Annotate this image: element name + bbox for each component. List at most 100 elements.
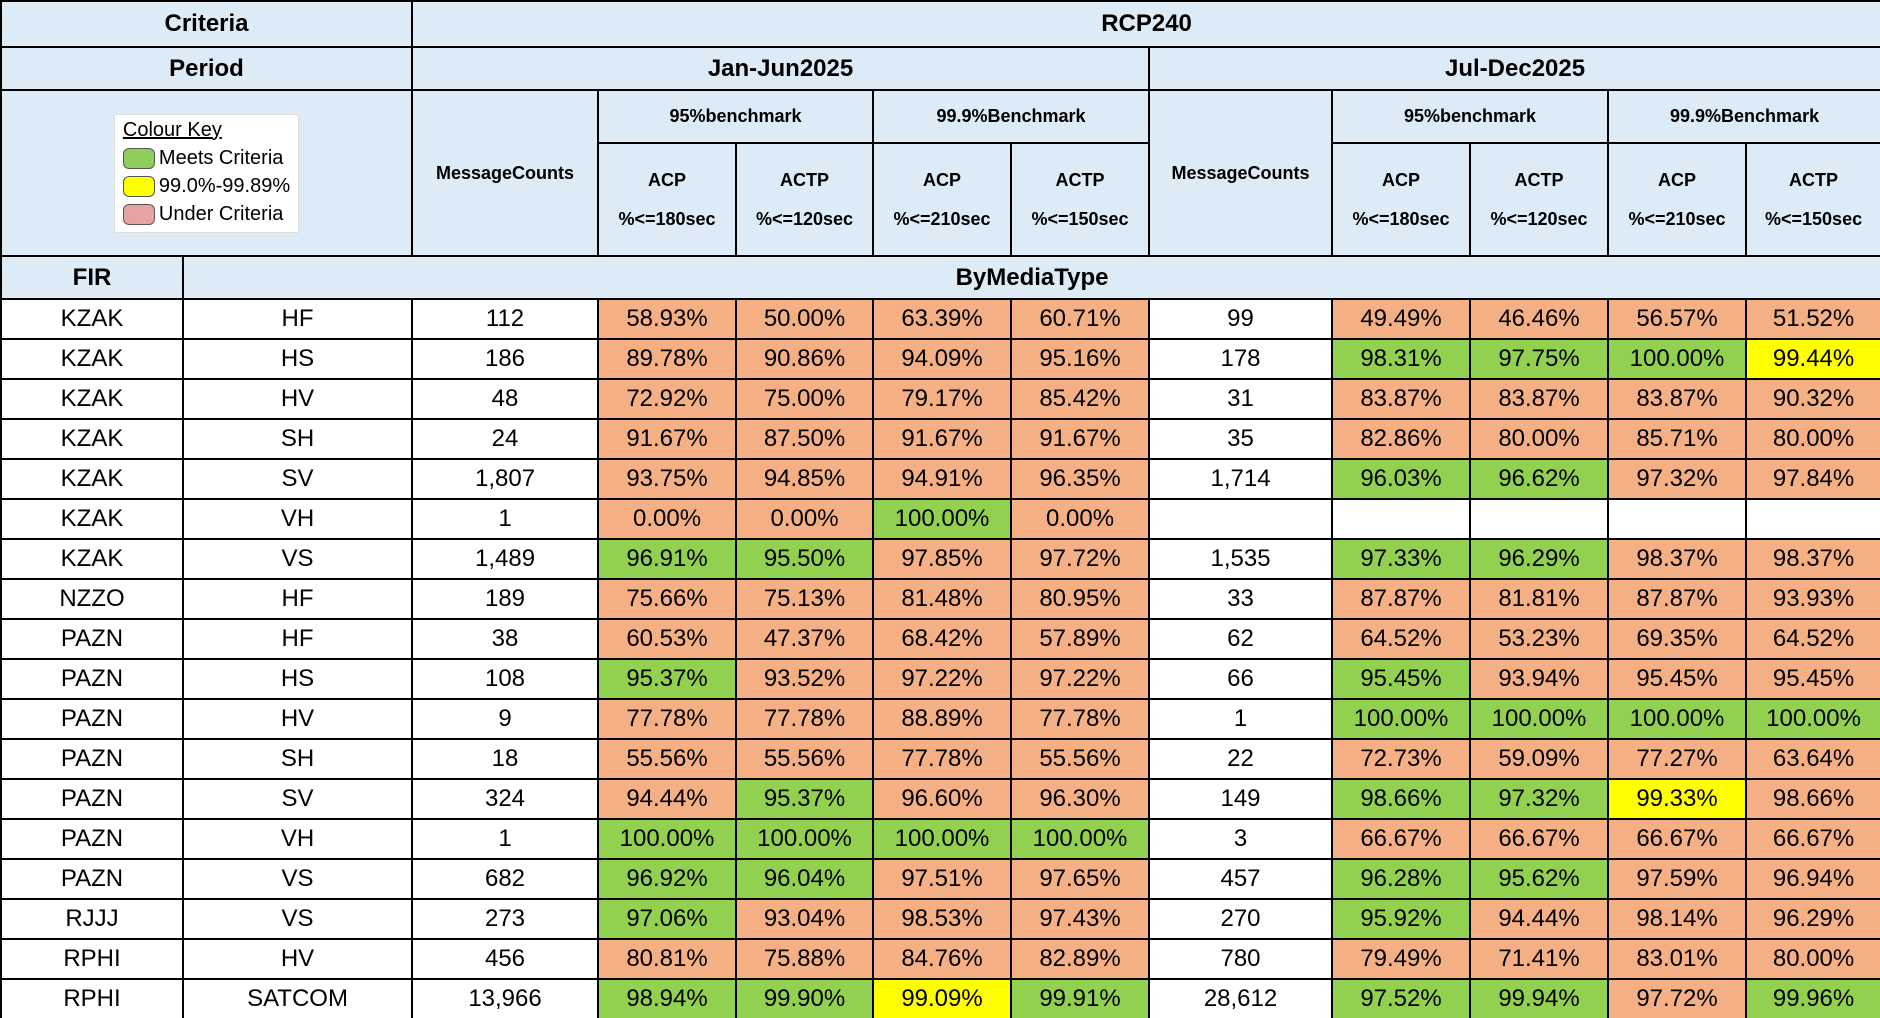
- percent-cell: 99.09%: [872, 978, 1013, 1018]
- percent-cell: 72.92%: [597, 378, 738, 420]
- percent-cell: 100.00%: [1607, 338, 1748, 380]
- percent-cell: 0.00%: [597, 498, 738, 540]
- fir-cell: PAZN: [0, 738, 184, 780]
- percent-cell: 95.92%: [1331, 898, 1472, 940]
- percent-cell: 97.75%: [1469, 338, 1610, 380]
- percent-cell: 96.29%: [1469, 538, 1610, 580]
- column-limit: %<=120sec: [1490, 208, 1588, 229]
- column-name: ACP: [1658, 169, 1697, 190]
- table-row: KZAK SV 1,807 93.75% 94.85% 94.91% 96.35% 1,714…: [0, 458, 1880, 500]
- column-header: ACP %<=210sec: [1607, 142, 1748, 257]
- fir-cell: PAZN: [0, 818, 184, 860]
- percent-cell: 83.87%: [1331, 378, 1472, 420]
- percent-cell: 75.66%: [597, 578, 738, 620]
- media-cell: SH: [181, 418, 414, 460]
- percent-cell: 49.49%: [1331, 298, 1472, 340]
- message-counts-header: MessageCounts: [1148, 89, 1334, 257]
- media-cell: VH: [181, 498, 414, 540]
- column-limit: %<=150sec: [1765, 208, 1863, 229]
- table-row: PAZN HV 9 77.78% 77.78% 88.89% 77.78% 1 100.00% 1…: [0, 698, 1880, 740]
- percent-cell: 82.89%: [1010, 938, 1151, 980]
- percent-cell: 99.91%: [1010, 978, 1151, 1018]
- count-cell: 1: [1148, 698, 1334, 740]
- percent-cell: 80.00%: [1469, 418, 1610, 460]
- media-cell: VS: [181, 538, 414, 580]
- colour-swatch: [122, 203, 155, 225]
- percent-cell: 97.32%: [1607, 458, 1748, 500]
- count-cell: 1,535: [1148, 538, 1334, 580]
- percent-cell: 97.65%: [1010, 858, 1151, 900]
- percent-cell: 100.00%: [1607, 698, 1748, 740]
- count-cell: 1,714: [1148, 458, 1334, 500]
- rcp-header: RCP240: [411, 0, 1880, 48]
- percent-cell: 80.00%: [1745, 938, 1880, 980]
- percent-cell: 97.72%: [1607, 978, 1748, 1018]
- table-row: PAZN SV 324 94.44% 95.37% 96.60% 96.30% 149 98.6…: [0, 778, 1880, 820]
- column-limit: %<=180sec: [618, 208, 716, 229]
- percent-cell: 96.03%: [1331, 458, 1472, 500]
- benchmark-header: 95%benchmark: [1331, 89, 1610, 144]
- colour-key-title: Colour Key: [122, 118, 222, 141]
- percent-cell: [1745, 498, 1880, 540]
- count-cell: 13,966: [411, 978, 600, 1018]
- percent-cell: 97.52%: [1331, 978, 1472, 1018]
- percent-cell: [1607, 498, 1748, 540]
- table-row: RPHI HV 456 80.81% 75.88% 84.76% 82.89% 780 79.4…: [0, 938, 1880, 980]
- table-row: KZAK SH 24 91.67% 87.50% 91.67% 91.67% 35 82.86%…: [0, 418, 1880, 460]
- count-cell: 66: [1148, 658, 1334, 700]
- table-row: PAZN HF 38 60.53% 47.37% 68.42% 57.89% 62 64.52%…: [0, 618, 1880, 660]
- table-row: RJJJ VS 273 97.06% 93.04% 98.53% 97.43% 270 95.9…: [0, 898, 1880, 940]
- table-row: FIR ByMediaType: [0, 255, 1880, 300]
- percent-cell: 75.88%: [735, 938, 875, 980]
- fir-cell: KZAK: [0, 498, 184, 540]
- column-name: ACP: [923, 169, 962, 190]
- percent-cell: 60.53%: [597, 618, 738, 660]
- count-cell: 31: [1148, 378, 1334, 420]
- table-row: PAZN HS 108 95.37% 93.52% 97.22% 97.22% 66 95.45…: [0, 658, 1880, 700]
- percent-cell: 96.28%: [1331, 858, 1472, 900]
- table-row: ACP %<=180sec ACTP %<=120sec ACP %<=210sec ACT…: [1, 142, 1880, 257]
- count-cell: 99: [1148, 298, 1334, 340]
- percent-cell: 96.91%: [597, 538, 738, 580]
- period-name: Jan-Jun2025: [411, 46, 1151, 91]
- benchmark-header: 99.9%Benchmark: [872, 89, 1151, 144]
- percent-cell: 91.67%: [1010, 418, 1151, 460]
- fir-cell: KZAK: [0, 378, 184, 420]
- percent-cell: 57.89%: [1010, 618, 1151, 660]
- media-cell: SH: [181, 738, 414, 780]
- percent-cell: 94.85%: [735, 458, 875, 500]
- percent-cell: 97.85%: [872, 538, 1013, 580]
- percent-cell: 80.81%: [597, 938, 738, 980]
- percent-cell: 94.91%: [872, 458, 1013, 500]
- percent-cell: 0.00%: [1010, 498, 1151, 540]
- percent-cell: 83.01%: [1607, 938, 1748, 980]
- percent-cell: 89.78%: [597, 338, 738, 380]
- percent-cell: 91.67%: [872, 418, 1013, 460]
- column-header: ACP %<=180sec: [1331, 142, 1472, 257]
- count-cell: 48: [411, 378, 600, 420]
- media-cell: SV: [181, 778, 414, 820]
- percent-cell: 99.96%: [1745, 978, 1880, 1018]
- percent-cell: 63.39%: [872, 298, 1013, 340]
- percent-cell: 93.52%: [735, 658, 875, 700]
- percent-cell: 98.53%: [872, 898, 1013, 940]
- count-cell: 149: [1148, 778, 1334, 820]
- table-row: PAZN VS 682 96.92% 96.04% 97.51% 97.65% 457 96.2…: [0, 858, 1880, 900]
- percent-cell: 69.35%: [1607, 618, 1748, 660]
- percent-cell: 100.00%: [1469, 698, 1610, 740]
- count-cell: 270: [1148, 898, 1334, 940]
- count-cell: 38: [411, 618, 600, 660]
- column-header: ACTP %<=150sec: [1745, 142, 1880, 257]
- column-header: ACP %<=210sec: [872, 142, 1013, 257]
- percent-cell: 87.50%: [735, 418, 875, 460]
- media-cell: HF: [181, 578, 414, 620]
- percent-cell: 99.44%: [1745, 338, 1880, 380]
- column-name: ACTP: [1055, 169, 1105, 190]
- percent-cell: 95.45%: [1607, 658, 1748, 700]
- fir-header: FIR: [0, 255, 184, 300]
- table-row: NZZO HF 189 75.66% 75.13% 81.48% 80.95% 33 87.87…: [0, 578, 1880, 620]
- percent-cell: 80.00%: [1745, 418, 1880, 460]
- table-row: PAZN VH 1 100.00% 100.00% 100.00% 100.00% 3 66.6…: [0, 818, 1880, 860]
- percent-cell: 56.57%: [1607, 298, 1748, 340]
